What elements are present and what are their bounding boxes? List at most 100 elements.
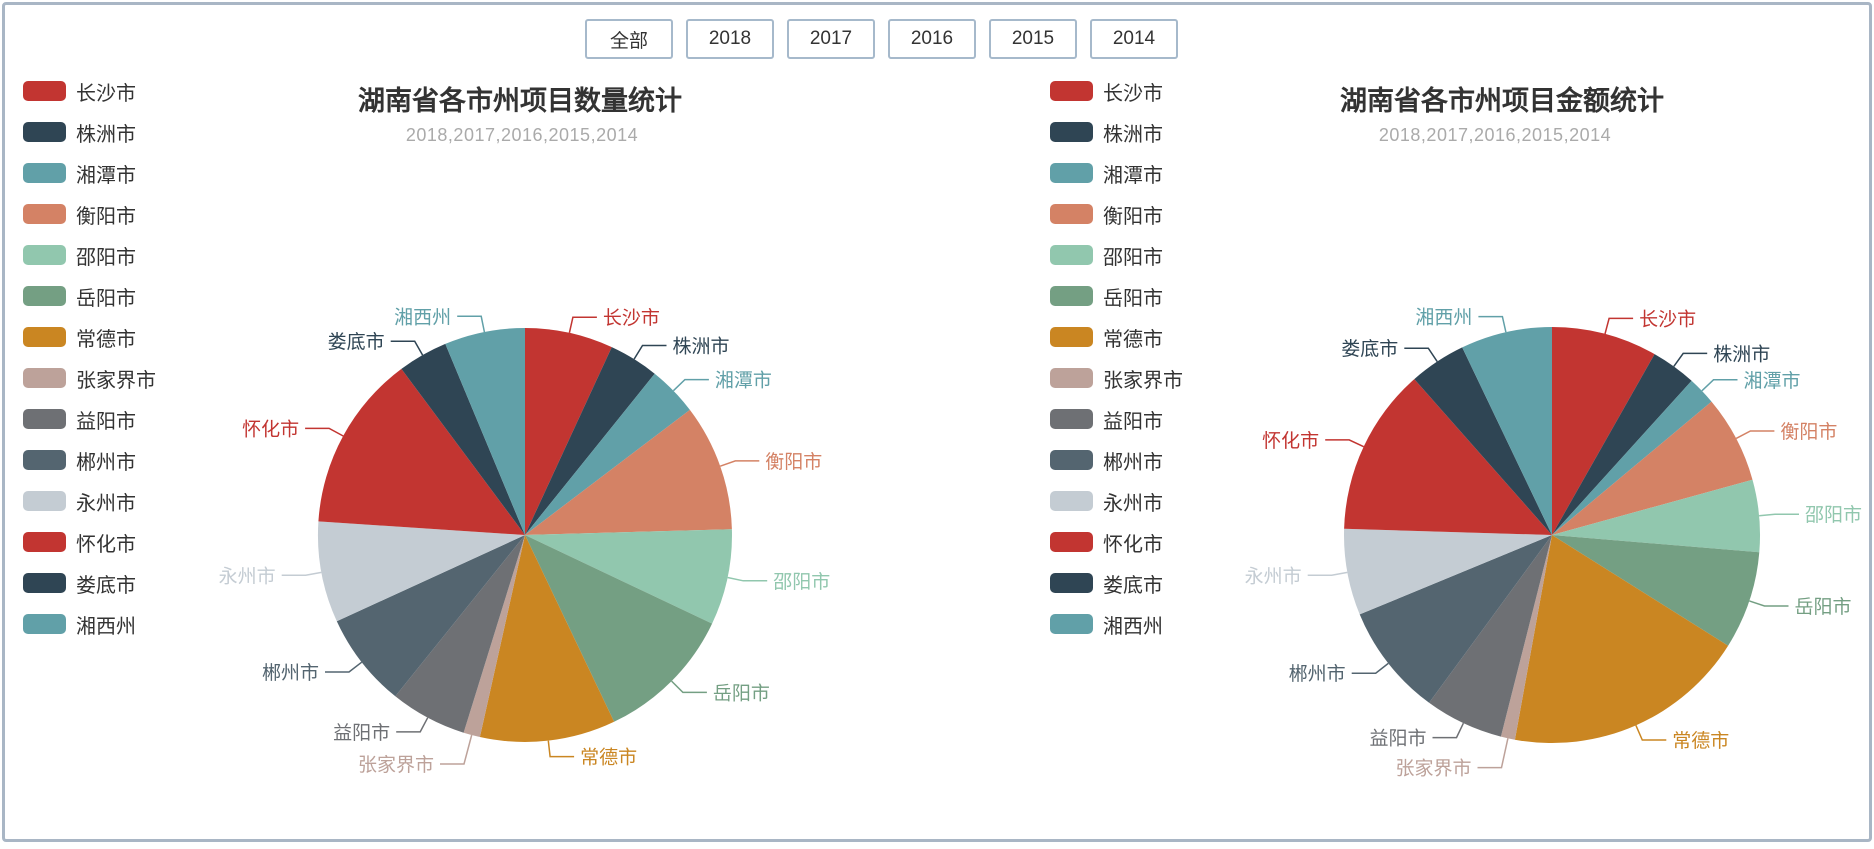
legend-swatch xyxy=(1050,368,1093,388)
pie-slice-益阳市[interactable] xyxy=(1429,535,1552,737)
pie-label-line xyxy=(719,460,760,467)
legend-item-永州市[interactable]: 永州市 xyxy=(23,491,156,515)
legend-item-岳阳市[interactable]: 岳阳市 xyxy=(23,286,156,310)
filter-button-2015[interactable]: 2015 xyxy=(989,19,1077,59)
legend-item-郴州市[interactable]: 郴州市 xyxy=(23,450,156,474)
legend-item-湘西州[interactable]: 湘西州 xyxy=(23,614,156,638)
legend-label: 湘西州 xyxy=(76,615,136,638)
pie-label-湘西州: 湘西州 xyxy=(1415,307,1472,329)
pie-slice-永州市[interactable] xyxy=(1344,528,1552,615)
legend-swatch xyxy=(23,286,66,306)
legend-item-怀化市[interactable]: 怀化市 xyxy=(23,532,156,556)
legend-swatch xyxy=(23,450,66,470)
pie-label-line xyxy=(1404,347,1438,363)
pie-slice-湘潭市[interactable] xyxy=(1552,380,1712,535)
pie-slice-衡阳市[interactable] xyxy=(525,409,732,535)
legend-item-长沙市[interactable]: 长沙市 xyxy=(1050,81,1183,105)
legend-label: 衡阳市 xyxy=(1103,205,1163,228)
pie-slice-湘西州[interactable] xyxy=(1462,327,1552,535)
pie-slice-株洲市[interactable] xyxy=(1552,354,1692,535)
pie-label-张家界市: 张家界市 xyxy=(1395,758,1471,780)
pie-slice-株洲市[interactable] xyxy=(525,347,655,535)
pie-label-益阳市: 益阳市 xyxy=(333,722,390,744)
legend-swatch xyxy=(1050,81,1093,101)
legend-swatch xyxy=(1050,532,1093,552)
legend-item-株洲市[interactable]: 株洲市 xyxy=(23,122,156,146)
pie-label-张家界市: 张家界市 xyxy=(358,754,434,776)
legend-item-邵阳市[interactable]: 邵阳市 xyxy=(23,245,156,269)
legend-item-娄底市[interactable]: 娄底市 xyxy=(23,573,156,597)
legend-item-邵阳市[interactable]: 邵阳市 xyxy=(1050,245,1183,269)
pie-slice-岳阳市[interactable] xyxy=(525,535,713,722)
pie-slice-长沙市[interactable] xyxy=(525,328,612,535)
legend-item-益阳市[interactable]: 益阳市 xyxy=(1050,409,1183,433)
pie-label-line xyxy=(1432,722,1465,739)
legend-label: 益阳市 xyxy=(1103,410,1163,433)
pie-slice-张家界市[interactable] xyxy=(1500,535,1552,740)
filter-button-2017[interactable]: 2017 xyxy=(787,19,875,59)
legend-label: 郴州市 xyxy=(76,451,136,474)
legend-item-常德市[interactable]: 常德市 xyxy=(1050,327,1183,351)
legend-item-岳阳市[interactable]: 岳阳市 xyxy=(1050,286,1183,310)
legend-swatch xyxy=(23,573,66,593)
pie-label-line xyxy=(281,571,322,577)
pie-slice-永州市[interactable] xyxy=(317,521,525,622)
pie-label-长沙市: 长沙市 xyxy=(1639,308,1696,330)
legend-item-张家界市[interactable]: 张家界市 xyxy=(23,368,156,392)
filter-button-2018[interactable]: 2018 xyxy=(686,19,774,59)
legend-label: 长沙市 xyxy=(1103,82,1163,105)
pie-slice-娄底市[interactable] xyxy=(401,343,525,535)
pie-label-永州市: 永州市 xyxy=(219,565,276,587)
legend-swatch xyxy=(23,409,66,429)
legend-item-郴州市[interactable]: 郴州市 xyxy=(1050,450,1183,474)
legend-item-益阳市[interactable]: 益阳市 xyxy=(23,409,156,433)
legend-item-株洲市[interactable]: 株洲市 xyxy=(1050,122,1183,146)
pie-label-line xyxy=(727,576,768,582)
pie-slice-张家界市[interactable] xyxy=(463,535,525,737)
pie-slice-郴州市[interactable] xyxy=(1359,535,1552,703)
pie-slice-长沙市[interactable] xyxy=(1552,327,1655,535)
pie-slice-郴州市[interactable] xyxy=(336,535,525,697)
pie-slice-常德市[interactable] xyxy=(479,535,615,742)
pie-slice-湘潭市[interactable] xyxy=(525,373,690,535)
pie-slice-湘西州[interactable] xyxy=(445,327,525,535)
legend-label: 郴州市 xyxy=(1103,451,1163,474)
filter-button-2014[interactable]: 2014 xyxy=(1090,19,1178,59)
legend-item-衡阳市[interactable]: 衡阳市 xyxy=(1050,204,1183,228)
legend-swatch xyxy=(1050,573,1093,593)
legend-item-怀化市[interactable]: 怀化市 xyxy=(1050,532,1183,556)
legend-item-娄底市[interactable]: 娄底市 xyxy=(1050,573,1183,597)
pie-slice-娄底市[interactable] xyxy=(1414,347,1552,535)
legend-label: 湘潭市 xyxy=(1103,164,1163,187)
pie-slice-衡阳市[interactable] xyxy=(1552,401,1753,535)
legend-item-湘潭市[interactable]: 湘潭市 xyxy=(1050,163,1183,187)
pie-slice-邵阳市[interactable] xyxy=(1552,479,1761,553)
pie-label-line xyxy=(1635,725,1667,741)
legend-swatch xyxy=(23,245,66,265)
legend-label: 邵阳市 xyxy=(76,246,136,269)
pie-label-line xyxy=(1673,352,1708,367)
legend-item-长沙市[interactable]: 长沙市 xyxy=(23,81,156,105)
legend-item-湘西州[interactable]: 湘西州 xyxy=(1050,614,1183,638)
legend-item-常德市[interactable]: 常德市 xyxy=(23,327,156,351)
legend-item-衡阳市[interactable]: 衡阳市 xyxy=(23,204,156,228)
legend-swatch xyxy=(1050,204,1093,224)
pie-label-湘潭市: 湘潭市 xyxy=(1744,370,1801,392)
pie-slice-益阳市[interactable] xyxy=(395,535,525,733)
pie-slice-怀化市[interactable] xyxy=(318,368,525,535)
pie-label-line xyxy=(1604,317,1634,335)
legend-item-张家界市[interactable]: 张家界市 xyxy=(1050,368,1183,392)
pie-slice-常德市[interactable] xyxy=(1514,535,1729,744)
legend-swatch xyxy=(23,368,66,388)
filter-button-all[interactable]: 全部 xyxy=(585,19,673,59)
legend-item-湘潭市[interactable]: 湘潭市 xyxy=(23,163,156,187)
legend-swatch xyxy=(23,163,66,183)
pie-slice-邵阳市[interactable] xyxy=(525,529,732,624)
pie-slice-怀化市[interactable] xyxy=(1344,379,1552,535)
legend-item-永州市[interactable]: 永州市 xyxy=(1050,491,1183,515)
filter-button-2016[interactable]: 2016 xyxy=(888,19,976,59)
legend-swatch xyxy=(23,327,66,347)
legend-label: 永州市 xyxy=(76,492,136,515)
pie-slice-岳阳市[interactable] xyxy=(1552,535,1760,646)
